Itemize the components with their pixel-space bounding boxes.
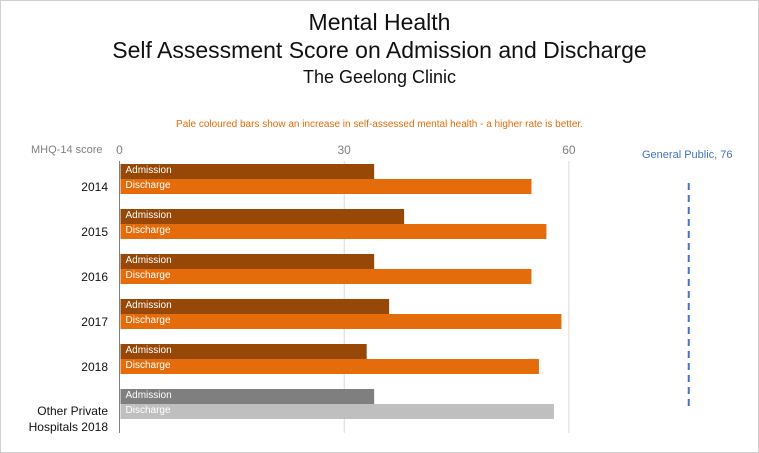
chart-subtitle: Self Assessment Score on Admission and D… bbox=[112, 37, 647, 63]
bar-label: Discharge bbox=[125, 315, 171, 326]
bar-label: Admission bbox=[125, 300, 172, 311]
bar-label: Admission bbox=[125, 345, 172, 356]
x-tick-label: 0 bbox=[116, 143, 123, 157]
category-label: 2017 bbox=[81, 315, 108, 329]
x-tick-label: 30 bbox=[337, 143, 351, 157]
annotation: Pale coloured bars show an increase in s… bbox=[176, 119, 583, 130]
bar-label: Admission bbox=[125, 210, 172, 221]
category-label: 2014 bbox=[81, 180, 108, 194]
bar-label: Discharge bbox=[125, 360, 171, 371]
bar-discharge bbox=[120, 314, 562, 329]
bar-discharge bbox=[120, 404, 554, 419]
category-label: 2015 bbox=[81, 225, 108, 239]
bar-discharge bbox=[120, 269, 532, 284]
bar-discharge bbox=[120, 179, 532, 194]
bar-label: Discharge bbox=[125, 180, 171, 191]
bar-label: Admission bbox=[125, 390, 172, 401]
bar-admission bbox=[120, 344, 367, 359]
reference-line-label: General Public, 76 bbox=[642, 149, 733, 161]
bar-admission bbox=[120, 164, 375, 179]
chart-subtitle-clinic: The Geelong Clinic bbox=[302, 67, 457, 87]
category-label: 2018 bbox=[81, 360, 108, 374]
bar-admission bbox=[120, 254, 375, 269]
category-label: 2016 bbox=[81, 270, 108, 284]
bar-discharge bbox=[120, 224, 547, 239]
bar-admission bbox=[120, 299, 390, 314]
category-label: Other Private Hospitals 2018 bbox=[28, 404, 108, 434]
bar-label: Admission bbox=[125, 165, 172, 176]
bar-label: Discharge bbox=[125, 270, 171, 281]
bar-admission bbox=[120, 389, 375, 404]
axis-label: MHQ-14 score bbox=[31, 144, 103, 156]
bar-label: Discharge bbox=[125, 225, 171, 236]
chart-title: Mental Health bbox=[308, 9, 451, 35]
bar-admission bbox=[120, 209, 405, 224]
bar-label: Discharge bbox=[125, 405, 171, 416]
bar-discharge bbox=[120, 359, 539, 374]
x-tick-label: 60 bbox=[562, 143, 576, 157]
bar-label: Admission bbox=[125, 255, 172, 266]
